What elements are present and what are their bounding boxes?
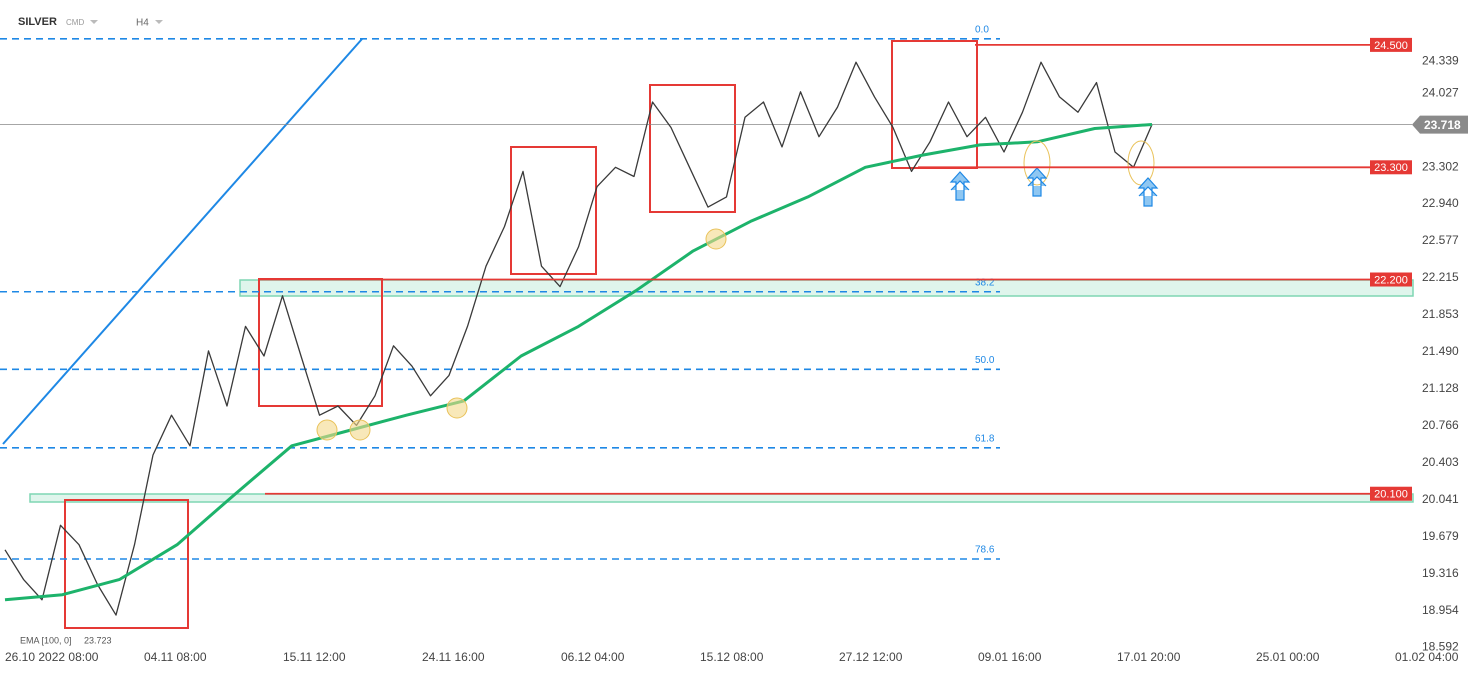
marker (1023, 140, 1051, 186)
level-tag (1370, 486, 1412, 501)
y-tick-label: 18.592 (1422, 640, 1459, 654)
touch-markers (316, 140, 1155, 441)
box (64, 499, 189, 629)
level-label: 24.500 (1374, 40, 1408, 52)
dropdown-icon[interactable] (155, 20, 163, 24)
y-tick-label: 18.954 (1422, 603, 1459, 617)
marker (446, 397, 468, 419)
fib-label: 78.6 (975, 545, 995, 556)
y-tick-label: 20.041 (1422, 492, 1459, 506)
fib-label: 0.0 (975, 24, 989, 35)
fib-label: 50.0 (975, 355, 995, 366)
x-tick-label: 26.10 2022 08:00 (5, 650, 99, 664)
up-arrow (1137, 177, 1159, 207)
box (649, 84, 736, 213)
ema-value: 23.723 (84, 635, 112, 645)
up-arrow (1026, 167, 1048, 197)
y-tick-label: 19.316 (1422, 566, 1459, 580)
fib-label: 38.2 (975, 277, 995, 288)
trend-line (2, 38, 363, 445)
x-tick-label: 06.12 04:00 (561, 650, 625, 664)
y-tick-label: 21.490 (1422, 344, 1459, 358)
y-tick-label: 23.302 (1422, 159, 1459, 173)
last-price-label: 23.718 (1424, 118, 1461, 132)
symbol[interactable]: SILVER (18, 16, 57, 28)
plot: 0.0 38.2 50.0 61.8 78.6 (0, 24, 1412, 616)
y-tick-label: 21.853 (1422, 307, 1459, 321)
y-tick-label: 22.940 (1422, 196, 1459, 210)
x-tick-label: 24.11 16:00 (422, 650, 485, 664)
x-tick-label: 17.01 20:00 (1117, 650, 1181, 664)
up-arrow (949, 171, 971, 201)
level-tag (1370, 160, 1412, 175)
y-tick-label: 24.339 (1422, 53, 1459, 67)
marker (316, 419, 338, 441)
y-tick-label: 20.403 (1422, 455, 1459, 469)
level-label: 22.200 (1374, 274, 1408, 286)
price-tag (1412, 115, 1468, 134)
y-tick-label: 21.128 (1422, 381, 1459, 395)
level-label: 20.100 (1374, 489, 1408, 501)
ema-line (4, 123, 1153, 602)
x-tick-label: 25.01 00:00 (1256, 650, 1320, 664)
y-tick-label: 24.027 (1422, 85, 1459, 99)
x-tick-label: 09.01 16:00 (978, 650, 1042, 664)
x-tick-label: 27.12 12:00 (839, 650, 903, 664)
x-tick-label: 15.11 12:00 (283, 650, 346, 664)
x-tick-label: 04.11 08:00 (144, 650, 207, 664)
x-tick-label: 01.02 04:00 (1395, 650, 1459, 664)
y-tick-label: 22.215 (1422, 270, 1459, 284)
timeframe[interactable]: H4 (136, 18, 149, 29)
level-tag (1370, 272, 1412, 287)
instrument-kind: CMD (66, 18, 84, 27)
marker (705, 228, 727, 250)
ema-legend[interactable]: EMA [100, 0] (20, 635, 72, 645)
marker (349, 419, 371, 441)
level-tag (1370, 37, 1412, 52)
arrows (949, 167, 1159, 207)
box (510, 146, 597, 275)
zone (239, 279, 1414, 297)
price-line (4, 61, 1153, 616)
fib-label: 61.8 (975, 433, 995, 444)
dropdown-icon[interactable] (90, 20, 98, 24)
level-label: 23.300 (1374, 162, 1408, 174)
y-tick-label: 20.766 (1422, 418, 1459, 432)
y-tick-label: 19.679 (1422, 529, 1459, 543)
y-tick-label: 22.577 (1422, 233, 1459, 247)
x-tick-label: 15.12 08:00 (700, 650, 764, 664)
zone (29, 493, 1414, 503)
